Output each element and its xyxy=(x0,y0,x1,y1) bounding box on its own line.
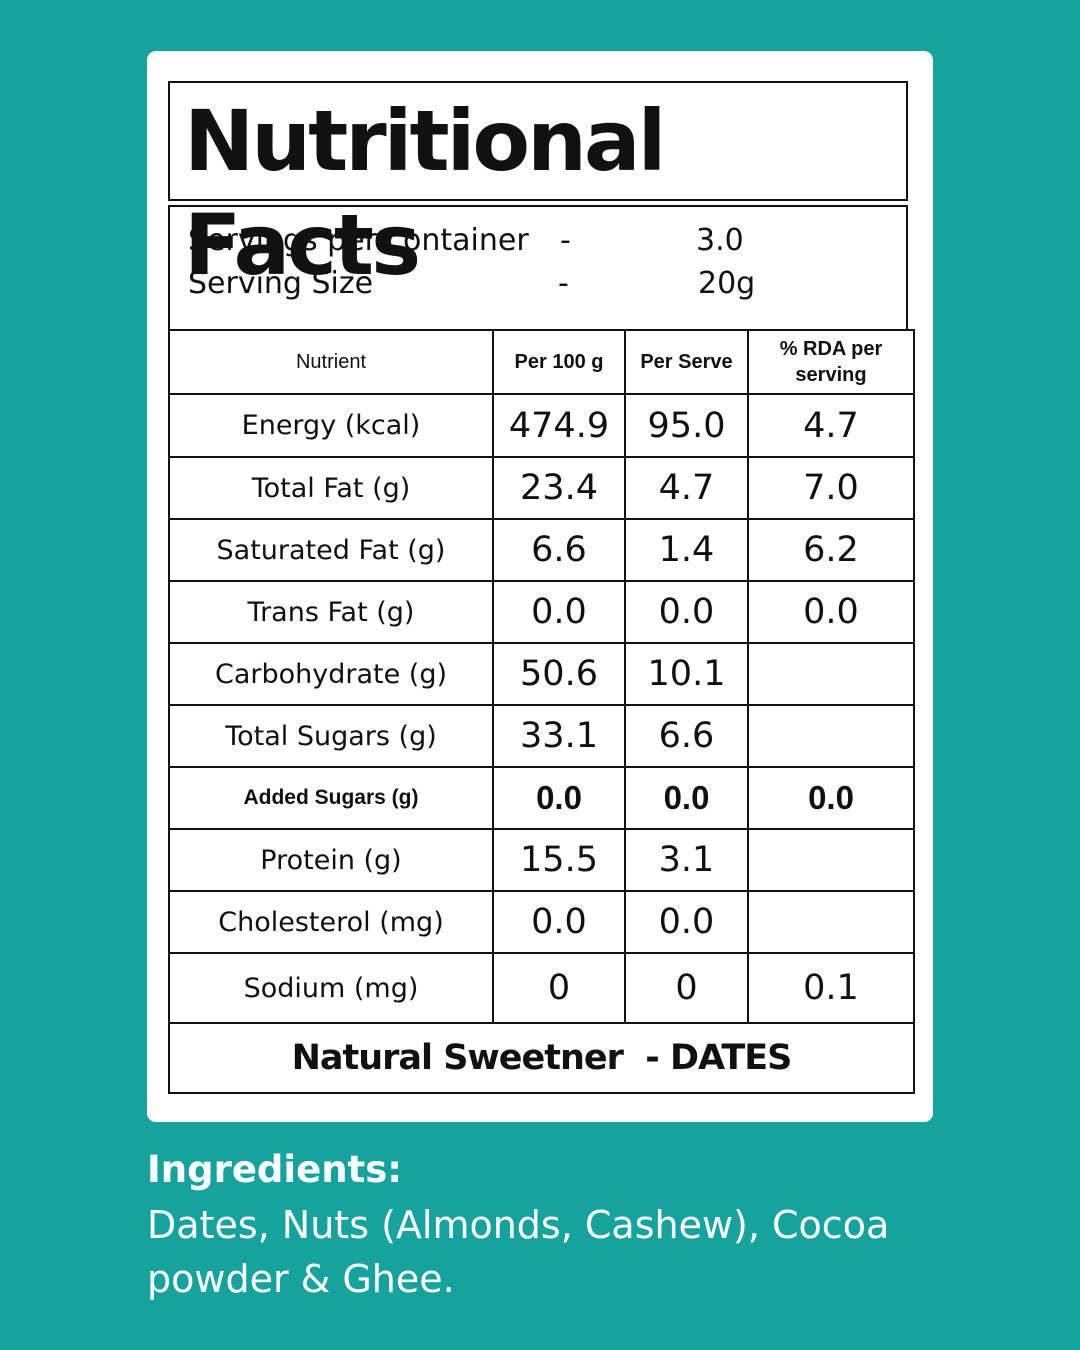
servings-label: Servings per container xyxy=(188,223,529,258)
table-row: Carbohydrate (g) 50.6 10.1 xyxy=(168,642,915,706)
per-serve-value: 10.1 xyxy=(624,642,749,706)
table-row: Sodium (mg) 0 0 0.1 xyxy=(168,952,915,1024)
table-row: Total Sugars (g) 33.1 6.6 xyxy=(168,704,915,768)
nutrient-name: Added Sugars (g) xyxy=(168,766,494,830)
serving-size-value: 20g xyxy=(698,266,756,301)
per-serve-value: 0 xyxy=(624,952,749,1024)
title-box: Nutritional Facts xyxy=(168,81,908,294)
nutrient-name: Energy (kcal) xyxy=(168,393,494,458)
header-rda: % RDA per serving xyxy=(747,329,915,395)
rda-value: 6.2 xyxy=(747,518,915,582)
ingredients-text: Dates, Nuts (Almonds, Cashew), Cocoa pow… xyxy=(147,1203,890,1301)
per-100g-value: 6.6 xyxy=(492,518,626,582)
nutrient-name: Sodium (mg) xyxy=(168,952,494,1024)
per-100g-value: 474.9 xyxy=(492,393,626,458)
per-100g-value: 33.1 xyxy=(492,704,626,768)
table-row: Protein (g) 15.5 3.1 xyxy=(168,828,915,892)
nutrient-name: Saturated Fat (g) xyxy=(168,518,494,582)
per-serve-value: 1.4 xyxy=(624,518,749,582)
sweetener-note: Natural Sweetner - DATES xyxy=(168,1022,915,1094)
header-per-serve: Per Serve xyxy=(624,329,749,395)
per-serve-value: 0.0 xyxy=(624,890,749,954)
per-100g-value: 0.0 xyxy=(492,766,626,830)
per-serve-value: 0.0 xyxy=(624,580,749,644)
serving-size-label: Serving Size xyxy=(188,266,374,301)
nutrition-table: Nutrient Per 100 g Per Serve % RDA per s… xyxy=(168,329,915,1094)
table-row: Trans Fat (g) 0.0 0.0 0.0 xyxy=(168,580,915,644)
table-row: Saturated Fat (g) 6.6 1.4 6.2 xyxy=(168,518,915,582)
table-row: Added Sugars (g) 0.0 0.0 0.0 xyxy=(168,766,915,830)
per-serve-value: 0.0 xyxy=(624,766,749,830)
per-100g-value: 0.0 xyxy=(492,890,626,954)
table-row: Cholesterol (mg) 0.0 0.0 xyxy=(168,890,915,954)
nutrient-name: Trans Fat (g) xyxy=(168,580,494,644)
rda-value xyxy=(747,642,915,706)
table-row: Total Fat (g) 23.4 4.7 7.0 xyxy=(168,456,915,520)
rda-value: 7.0 xyxy=(747,456,915,520)
per-serve-value: 3.1 xyxy=(624,828,749,892)
per-100g-value: 50.6 xyxy=(492,642,626,706)
header-nutrient: Nutrient xyxy=(168,329,494,395)
rda-value xyxy=(747,890,915,954)
per-100g-value: 0 xyxy=(492,952,626,1024)
nutrient-name: Carbohydrate (g) xyxy=(168,642,494,706)
servings-separator: - xyxy=(560,223,571,258)
rda-value xyxy=(747,828,915,892)
rda-value: 0.1 xyxy=(747,952,915,1024)
serving-size-separator: - xyxy=(558,266,569,301)
per-100g-value: 0.0 xyxy=(492,580,626,644)
nutrient-name: Total Sugars (g) xyxy=(168,704,494,768)
per-100g-value: 15.5 xyxy=(492,828,626,892)
rda-value: 0.0 xyxy=(747,580,915,644)
ingredients-heading: Ingredients: xyxy=(147,1148,403,1191)
table-header-row: Nutrient Per 100 g Per Serve % RDA per s… xyxy=(168,329,915,395)
nutrition-card: Nutritional Facts Servings per container… xyxy=(147,51,933,1122)
servings-value: 3.0 xyxy=(696,223,744,258)
per-serve-value: 95.0 xyxy=(624,393,749,458)
rda-value: 0.0 xyxy=(747,766,915,830)
rda-value: 4.7 xyxy=(747,393,915,458)
serving-info: Servings per container - 3.0 Serving Siz… xyxy=(168,205,908,329)
table-row: Energy (kcal) 474.9 95.0 4.7 xyxy=(168,393,915,458)
per-serve-value: 4.7 xyxy=(624,456,749,520)
nutrient-name: Cholesterol (mg) xyxy=(168,890,494,954)
table-footer-row: Natural Sweetner - DATES xyxy=(168,1022,915,1094)
per-serve-value: 6.6 xyxy=(624,704,749,768)
rda-value xyxy=(747,704,915,768)
page-title: Nutritional Facts xyxy=(184,92,666,294)
nutrient-name: Protein (g) xyxy=(168,828,494,892)
header-per-100g: Per 100 g xyxy=(492,329,626,395)
per-100g-value: 23.4 xyxy=(492,456,626,520)
ingredients-section: Ingredients: Dates, Nuts (Almonds, Cashe… xyxy=(147,1142,1047,1306)
nutrient-name: Total Fat (g) xyxy=(168,456,494,520)
